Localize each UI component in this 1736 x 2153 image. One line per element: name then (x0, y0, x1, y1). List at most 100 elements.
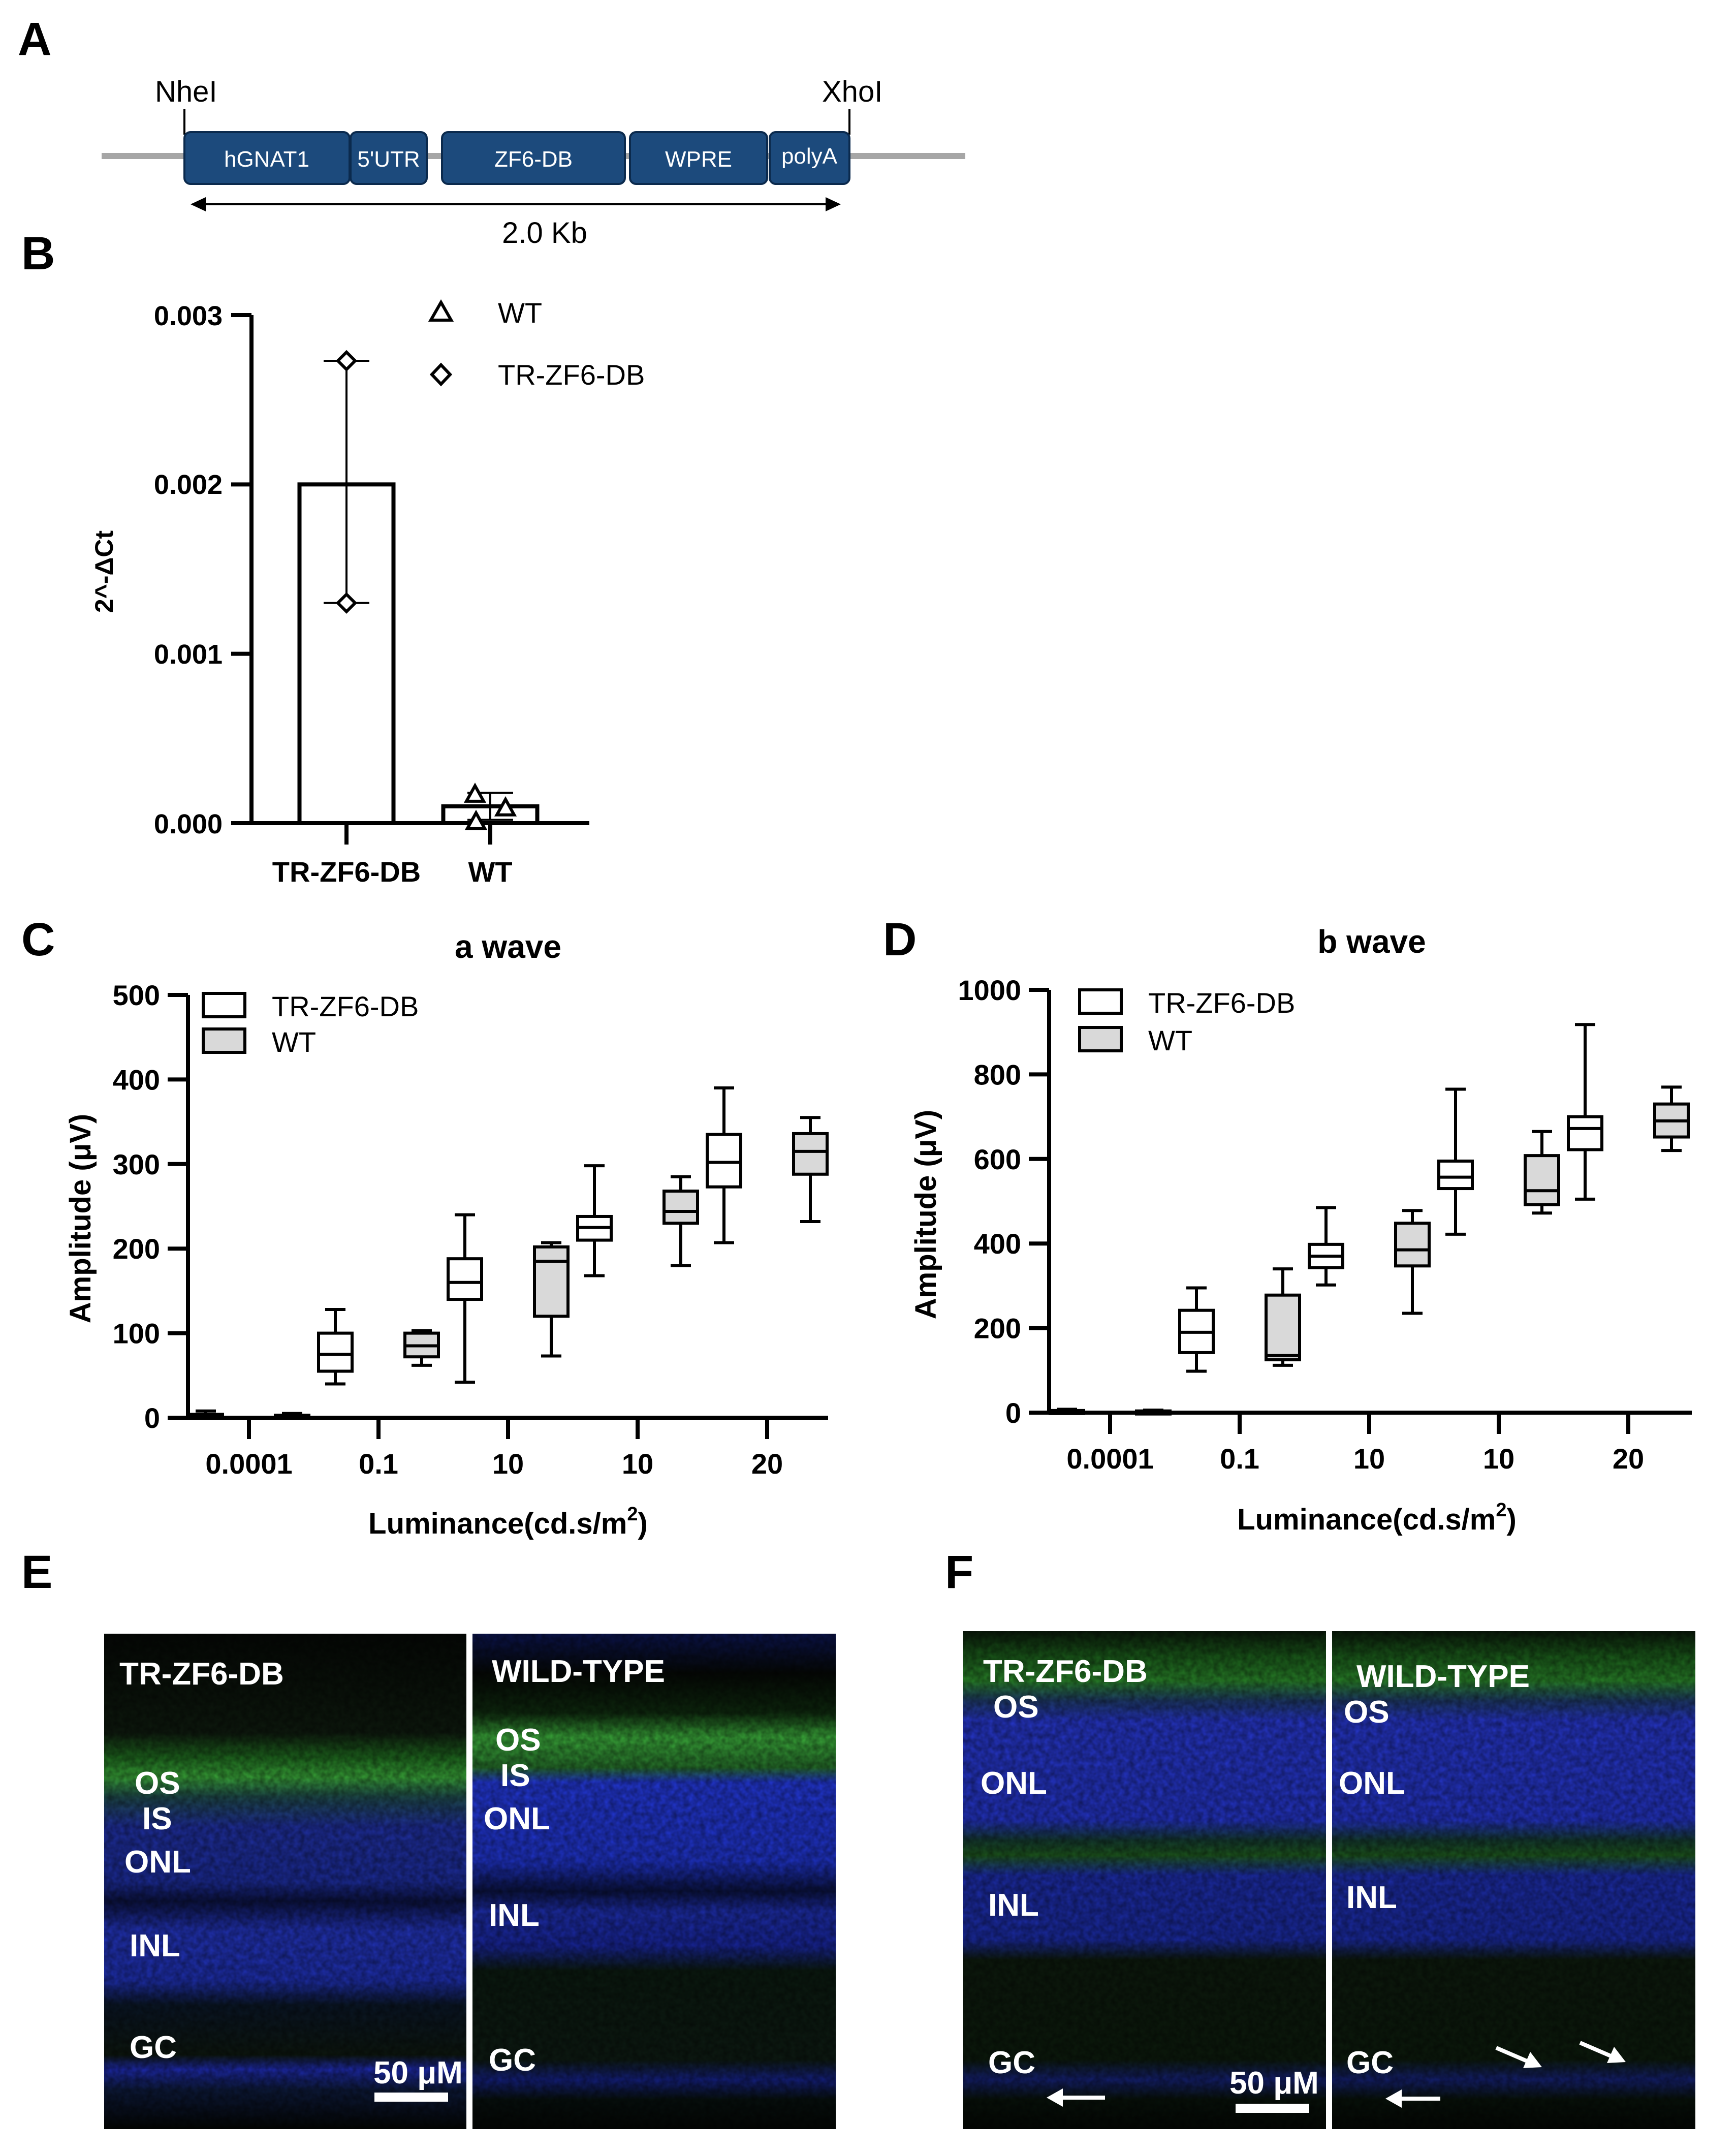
qpcr-category-wt: WT (468, 856, 512, 888)
a-wave-legend-wt: WT (272, 1026, 316, 1058)
element-wpre: WPRE (629, 131, 768, 185)
a-wave-box-chart: a wave 0 100 200 300 400 500 0.0001 0.1 10 10 20 A… (64, 928, 829, 1540)
c-x-tick-label: 0.1 (359, 1448, 398, 1480)
f-right-title: WILD-TYPE (1356, 1659, 1530, 1694)
element-zf6-db: ZF6-DB (441, 131, 626, 185)
qpcr-tick-label-3: 0.003 (154, 301, 223, 331)
a-wave-legend-tr-zf6-db: TR-ZF6-DB (272, 990, 419, 1022)
legend-swatch-wt (1078, 1026, 1123, 1052)
d-y-tick-label: 1000 (958, 974, 1021, 1006)
f-left-os: OS (993, 1690, 1039, 1725)
f-scale-label: 50 μM (1229, 2066, 1319, 2101)
e-left-title: TR-ZF6-DB (119, 1657, 284, 1692)
d-y-tick-label: 0 (1005, 1397, 1021, 1429)
b-wave-title: b wave (1317, 923, 1426, 960)
legend-triangle-icon (428, 299, 454, 322)
legend-swatch-wt (202, 1027, 246, 1054)
qpcr-bars (297, 482, 540, 825)
c-box-wt-3 (662, 1190, 699, 1225)
f-left-arrow-icon (1047, 2088, 1105, 2107)
d-box-wt-2 (1394, 1222, 1431, 1268)
b-wave-legend-tr-zf6-db: TR-ZF6-DB (1148, 987, 1295, 1019)
e-right-is: IS (500, 1758, 530, 1793)
e-left-onl: ONL (124, 1845, 191, 1880)
c-y-tick-label: 200 (113, 1233, 160, 1265)
d-x-tick-label: 0.1 (1220, 1443, 1259, 1475)
micrograph-f-wild-type-texture (1332, 1631, 1695, 2129)
panel-letter-e: E (21, 1546, 52, 1598)
element-zf6-db-box (441, 131, 626, 185)
micrograph-f-tr-zf6-db-texture (963, 1631, 1326, 2129)
d-y-tick-label: 400 (974, 1228, 1021, 1260)
e-scale-label: 50 μM (373, 2055, 463, 2090)
a-wave-x-axis-label: Luminance(cd.s/m2) (368, 1504, 648, 1540)
qpcr-legend-tr-zf6-db: TR-ZF6-DB (498, 359, 645, 391)
qpcr-points (335, 350, 517, 830)
d-box-wt-3 (1524, 1154, 1560, 1206)
f-left-onl: ONL (981, 1766, 1047, 1801)
e-left-os: OS (135, 1766, 180, 1801)
b-wave-legend-wt: WT (1148, 1024, 1192, 1056)
d-y-tick-label: 600 (974, 1143, 1021, 1175)
construct-map: NheI XhoI hGNAT1 5'UTR ZF6-DB WPRE polyA… (102, 75, 965, 249)
b-wave-axes: 0 200 400 600 800 1000 0.0001 0.1 10 10 20 (958, 974, 1692, 1475)
qpcr-labels: 2^-ΔCt 0.000 0.001 0.002 0.003 TR-ZF6-DB… (90, 301, 513, 888)
element-5utr: 5'UTR (350, 131, 428, 185)
micrograph-divider (466, 1634, 472, 2129)
qpcr-axes (231, 313, 589, 845)
element-polya: polyA (769, 131, 850, 185)
a-wave-legend: TR-ZF6-DB WT (202, 990, 419, 1058)
f-scale-bar (1236, 2104, 1309, 2113)
panel-letter-d: D (883, 914, 917, 965)
e-right-title: WILD-TYPE (492, 1654, 665, 1689)
retina-sections-f: TR-ZF6-DB OS ONL INL GC 50 μM WILD-TYPE … (963, 1631, 1695, 2129)
a-wave-boxes (187, 1086, 829, 1420)
d-y-tick-label: 200 (974, 1313, 1021, 1345)
qpcr-point-triangle (494, 796, 517, 817)
f-left-inl: INL (988, 1888, 1039, 1923)
c-box-tr-zf6-db-2 (447, 1257, 483, 1301)
b-wave-legend: TR-ZF6-DB WT (1078, 987, 1295, 1056)
qpcr-point-diamond (335, 592, 358, 614)
element-hgnat1-label: hGNAT1 (224, 147, 309, 172)
f-left-gc: GC (988, 2045, 1035, 2080)
e-right-os: OS (495, 1723, 541, 1758)
qpcr-point-triangle (464, 809, 488, 830)
qpcr-point-diamond (335, 350, 358, 372)
element-wpre-label: WPRE (665, 147, 732, 172)
length-label: 2.0 Kb (502, 216, 587, 249)
panel-letter-c: C (21, 914, 55, 965)
element-polya-box (769, 131, 850, 185)
d-x-tick-label: 10 (1353, 1443, 1385, 1475)
d-box-tr-zf6-db-4 (1567, 1115, 1603, 1151)
b-wave-boxes (1049, 1023, 1690, 1416)
c-y-tick-label: 100 (113, 1318, 160, 1350)
b-wave-x-axis-label: Luminance(cd.s/m2) (1237, 1500, 1517, 1536)
micrograph-e-tr-zf6-db-texture (104, 1634, 466, 2129)
d-x-tick-label: 20 (1613, 1443, 1644, 1475)
element-5utr-label: 5'UTR (357, 147, 420, 172)
f-right-gc: GC (1346, 2045, 1394, 2080)
element-wpre-box (629, 131, 768, 185)
d-x-tick-label: 10 (1483, 1443, 1514, 1475)
e-scale-bar (374, 2093, 448, 2102)
c-x-tick-label: 10 (622, 1448, 653, 1480)
qpcr-y-axis-label: 2^-ΔCt (90, 530, 118, 613)
legend-swatch-tr-zf6-db (1078, 988, 1123, 1015)
c-box-wt-4 (792, 1132, 829, 1176)
c-y-tick-label: 400 (113, 1064, 160, 1096)
a-wave-title: a wave (455, 928, 561, 965)
a-wave-axes: 0 100 200 300 400 500 0.0001 0.1 10 10 20 (113, 979, 828, 1480)
e-right-onl: ONL (484, 1801, 550, 1836)
c-x-tick-label: 0.0001 (205, 1448, 292, 1480)
b-wave-y-axis-label: Amplitude (μV) (909, 1110, 942, 1319)
micrograph-divider (1326, 1631, 1332, 2129)
element-polya-label: polyA (781, 144, 838, 169)
retina-sections-e: TR-ZF6-DB OS IS ONL INL GC 50 μM WILD-TY… (104, 1634, 836, 2129)
c-y-tick-label: 0 (144, 1402, 160, 1434)
panel-letter-f: F (945, 1546, 973, 1598)
nhei-label: NheI (155, 75, 217, 108)
qpcr-legend-wt: WT (498, 297, 542, 329)
e-left-inl: INL (130, 1928, 180, 1963)
